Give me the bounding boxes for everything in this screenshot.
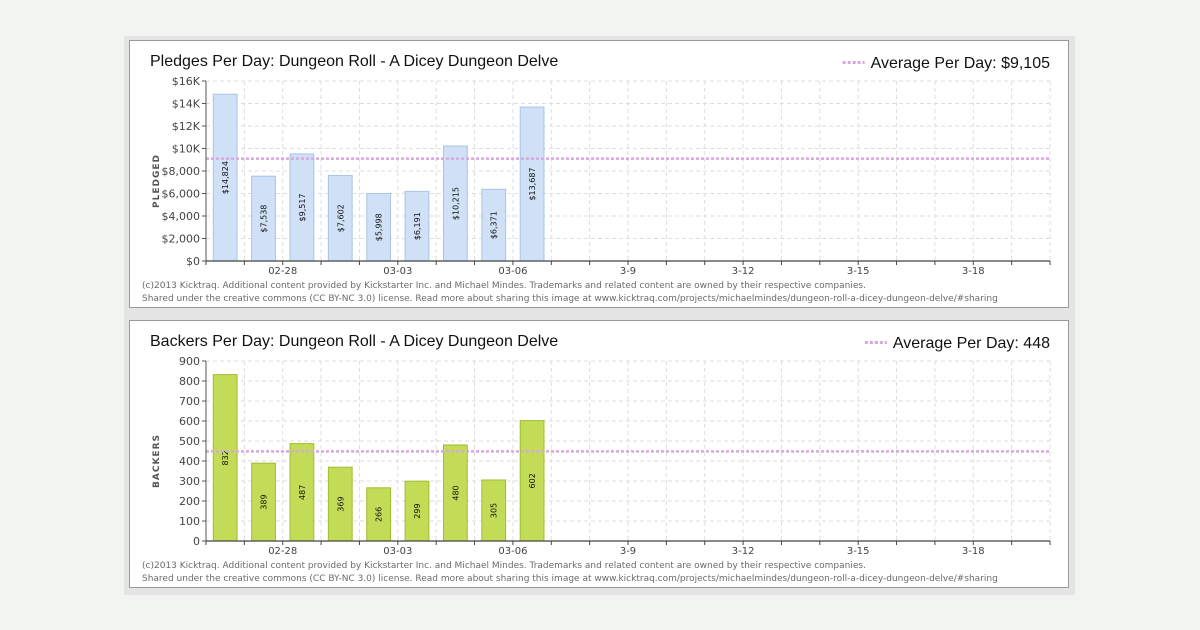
x-tick-label: 03-03 xyxy=(383,266,412,277)
bar-value-label: $7,538 xyxy=(260,205,269,233)
y-tick-label: $14K xyxy=(172,98,201,111)
y-tick-label: $16K xyxy=(172,75,201,88)
x-tick-label: 3-18 xyxy=(962,266,985,277)
pledges-chart: Pledges Per Day: Dungeon Roll - A Dicey … xyxy=(150,53,1051,277)
x-tick-label: 02-28 xyxy=(268,546,297,557)
y-tick-label: 700 xyxy=(179,395,200,408)
bar-value-label: 832 xyxy=(221,450,230,465)
y-tick-label: 200 xyxy=(179,495,200,508)
bar-value-label: $10,215 xyxy=(451,187,460,220)
x-tick-label: 3-9 xyxy=(620,546,636,557)
x-tick-label: 3-12 xyxy=(732,266,755,277)
y-tick-label: $12K xyxy=(172,120,201,133)
y-tick-label: 300 xyxy=(179,475,200,488)
x-tick-label: 3-18 xyxy=(962,546,985,557)
bar-value-label: 369 xyxy=(336,496,345,511)
y-tick-label: 900 xyxy=(179,355,200,368)
bar-value-label: $6,191 xyxy=(413,212,422,240)
x-tick-label: 3-15 xyxy=(847,266,870,277)
x-tick-label: 03-03 xyxy=(383,546,412,557)
bar-value-label: 487 xyxy=(298,485,307,500)
x-tick-label: 3-9 xyxy=(620,266,636,277)
chart-title: Pledges Per Day: Dungeon Roll - A Dicey … xyxy=(150,53,558,70)
bar-value-label: $5,998 xyxy=(375,213,384,241)
y-tick-label: $10K xyxy=(172,143,201,156)
y-axis-label: PLEDGED xyxy=(152,154,162,208)
chart-title: Backers Per Day: Dungeon Roll - A Dicey … xyxy=(150,333,558,350)
bar-value-label: 602 xyxy=(528,473,537,488)
y-tick-label: 0 xyxy=(193,535,200,548)
bar-value-label: 299 xyxy=(413,503,422,518)
legend-label: Average Per Day: $9,105 xyxy=(871,55,1050,72)
footer-copyright: (c)2013 Kicktraq. Additional content pro… xyxy=(142,281,866,291)
y-tick-label: 100 xyxy=(179,515,200,528)
x-tick-label: 03-06 xyxy=(498,546,527,557)
x-tick-label: 03-06 xyxy=(498,266,527,277)
bar-value-label: $7,602 xyxy=(336,204,345,232)
y-tick-label: 500 xyxy=(179,435,200,448)
legend-label: Average Per Day: 448 xyxy=(893,335,1050,352)
backers-chart-panel: Backers Per Day: Dungeon Roll - A Dicey … xyxy=(129,320,1069,588)
bar-value-label: 305 xyxy=(490,503,499,518)
footer-copyright: (c)2013 Kicktraq. Additional content pro… xyxy=(142,561,866,571)
x-tick-label: 02-28 xyxy=(268,266,297,277)
bar-value-label: 480 xyxy=(451,485,460,500)
y-tick-label: $6,000 xyxy=(162,188,201,201)
x-tick-label: 3-15 xyxy=(847,546,870,557)
y-tick-label: 800 xyxy=(179,375,200,388)
x-tick-label: 3-12 xyxy=(732,546,755,557)
y-tick-label: $4,000 xyxy=(162,210,201,223)
y-tick-label: $2,000 xyxy=(162,233,201,246)
footer-license: Shared under the creative commons (CC BY… xyxy=(142,293,998,304)
y-tick-label: 400 xyxy=(179,455,200,468)
bar-value-label: $9,517 xyxy=(298,193,307,221)
bar-value-label: 389 xyxy=(260,494,269,509)
pledges-footer: (c)2013 Kicktraq. Additional content pro… xyxy=(142,280,998,305)
bar-value-label: 266 xyxy=(375,507,384,522)
bar-value-label: $14,824 xyxy=(221,161,230,194)
y-tick-label: 600 xyxy=(179,415,200,428)
y-tick-label: $8,000 xyxy=(162,165,201,178)
bar-value-label: $13,687 xyxy=(528,167,537,200)
bar-value-label: $6,371 xyxy=(490,211,499,239)
y-tick-label: $0 xyxy=(186,255,200,268)
y-axis-label: BACKERS xyxy=(152,434,162,488)
backers-footer: (c)2013 Kicktraq. Additional content pro… xyxy=(142,560,998,585)
pledges-chart-panel: Pledges Per Day: Dungeon Roll - A Dicey … xyxy=(129,40,1069,308)
footer-license: Shared under the creative commons (CC BY… xyxy=(142,573,998,584)
backers-chart: Backers Per Day: Dungeon Roll - A Dicey … xyxy=(150,333,1051,557)
